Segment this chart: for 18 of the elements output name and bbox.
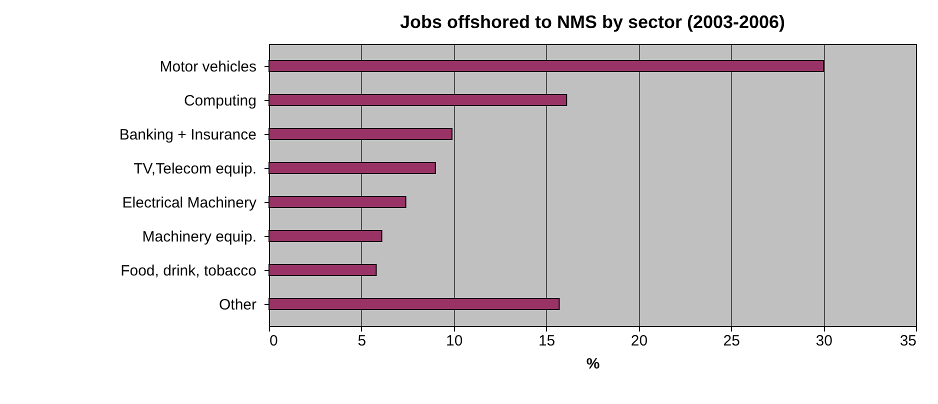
x-tick-label: 10: [446, 332, 463, 350]
x-tick-label: 25: [723, 332, 740, 350]
x-tick-label: 20: [630, 332, 648, 350]
y-tick-label: Machinery equip.: [142, 228, 256, 246]
y-tick-label: Other: [218, 296, 257, 314]
x-tick-label: 0: [270, 332, 278, 350]
x-tick-label: 30: [816, 332, 832, 350]
x-axis-title: %: [586, 356, 600, 372]
y-tick-label: Electrical Machinery: [122, 194, 257, 212]
y-tick-label: TV,Telecom equip.: [134, 160, 256, 178]
y-tick-label: Motor vehicles: [160, 58, 256, 76]
y-tick-label: Banking + Insurance: [119, 126, 256, 144]
x-tick-label: 15: [538, 332, 556, 350]
y-tick-label: Computing: [184, 92, 256, 110]
chart-title: Jobs offshored to NMS by sector (2003-2006): [400, 12, 786, 32]
x-tick-label: 5: [358, 332, 366, 350]
x-tick-label: 35: [900, 332, 916, 350]
y-tick-label: Food, drink, tobacco: [120, 262, 256, 280]
